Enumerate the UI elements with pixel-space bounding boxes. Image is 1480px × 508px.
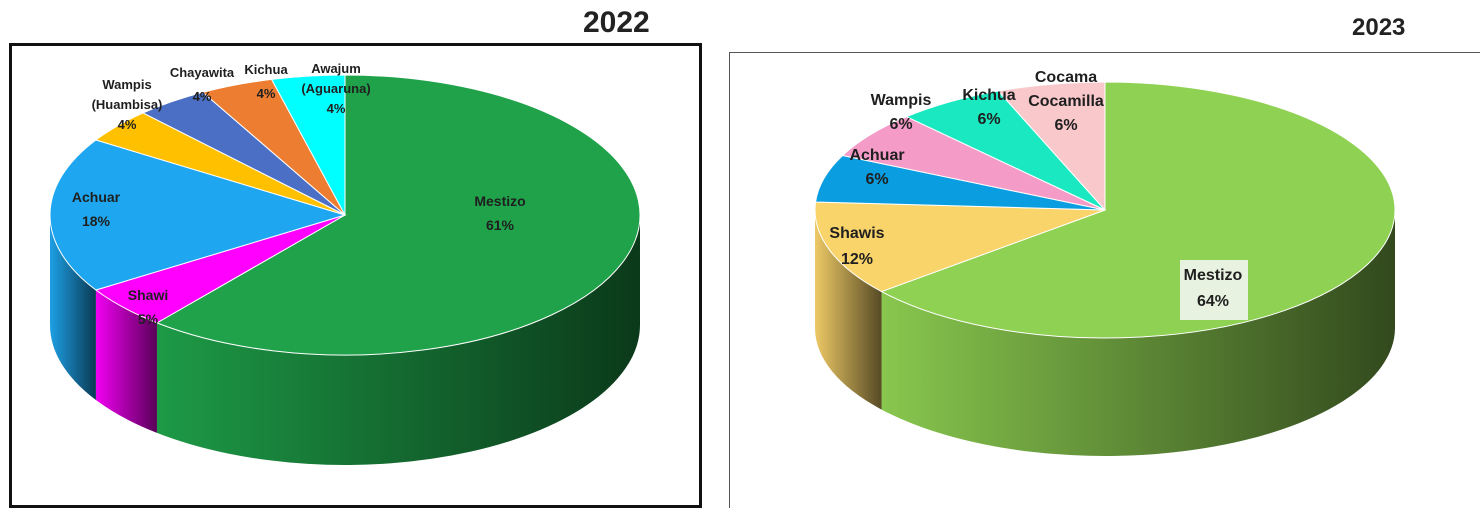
data-label-name-mestizo: Mestizo	[1184, 267, 1243, 284]
pie-slice-shawis	[814, 201, 1106, 293]
pie-slice-mestizo	[880, 81, 1396, 339]
pie-slice-achuar	[49, 139, 347, 291]
data-label-value-kichua: 6%	[977, 111, 1000, 128]
pie-slice-cocama-cocamilla	[997, 81, 1106, 212]
data-label-name-shawis: Shawis	[829, 225, 884, 242]
data-label-value-achuar: 6%	[865, 171, 888, 188]
data-label-name-cocama-cocamilla: Cocama	[1035, 69, 1097, 86]
data-label-name-awajum-aguaruna: Awajum	[311, 61, 361, 76]
pie-side-mestizo	[156, 215, 640, 465]
pie-side-shawi	[95, 290, 157, 433]
data-label-name-mestizo: Mestizo	[474, 193, 525, 209]
pie-slice-awajum-aguaruna	[270, 74, 346, 216]
pie-slice-mestizo	[155, 74, 641, 356]
chart-title-2023: 2023	[1352, 14, 1406, 41]
data-label-value-achuar: 18%	[82, 213, 111, 229]
pie-side-achuar	[50, 215, 96, 401]
data-label-name-cocama-cocamilla: Cocamilla	[1028, 93, 1104, 110]
data-label-name-awajum-aguaruna: (Aguaruna)	[301, 81, 370, 96]
data-label-name-wampis: Wampis	[871, 92, 932, 109]
data-label-value-wampis: 6%	[889, 116, 912, 133]
chart-title-2022: 2022	[583, 6, 650, 39]
data-label-value-chayawita: 4%	[193, 89, 212, 104]
data-label-value-mestizo: 64%	[1197, 293, 1229, 310]
data-label-name-wampis-huambisa: (Huambisa)	[92, 97, 163, 112]
pie-side-mestizo	[881, 210, 1395, 456]
data-label-value-wampis-huambisa: 4%	[118, 117, 137, 132]
data-label-name-shawi: Shawi	[128, 287, 168, 303]
data-label-value-cocama-cocamilla: 6%	[1054, 117, 1077, 134]
pie-side-shawis	[815, 210, 882, 410]
data-label-name-achuar: Achuar	[849, 147, 904, 164]
data-label-value-shawi: 5%	[138, 311, 159, 327]
data-label-name-kichua: Kichua	[244, 62, 288, 77]
data-label-value-mestizo: 61%	[486, 217, 515, 233]
data-label-name-chayawita: Chayawita	[170, 65, 235, 80]
data-label-bg-mestizo	[1180, 260, 1248, 320]
data-label-value-shawis: 12%	[841, 251, 873, 268]
data-label-value-kichua: 4%	[257, 86, 276, 101]
data-label-value-awajum-aguaruna: 4%	[327, 101, 346, 116]
data-label-name-kichua: Kichua	[962, 87, 1015, 104]
data-label-name-achuar: Achuar	[72, 189, 121, 205]
data-label-name-wampis-huambisa: Wampis	[102, 77, 151, 92]
